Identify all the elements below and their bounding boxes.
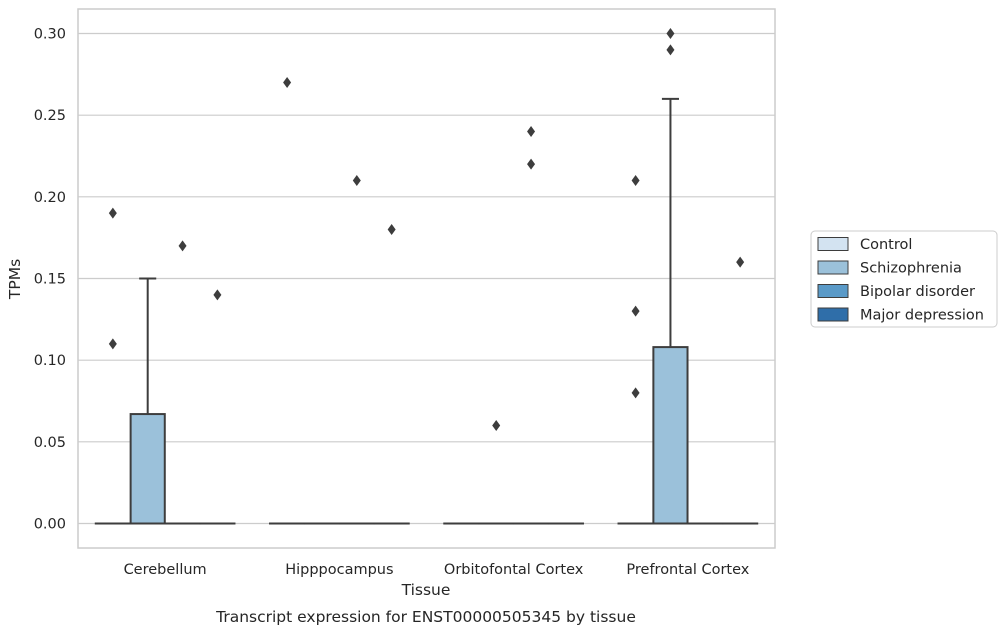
box-3-1 bbox=[652, 28, 689, 525]
plot-frame bbox=[77, 8, 776, 549]
y-axis-ticks: 0.00 0.05 0.10 0.15 0.20 0.25 0.30 bbox=[34, 27, 66, 533]
outlier-point bbox=[631, 305, 640, 317]
legend-frame bbox=[810, 230, 998, 328]
outlier-point bbox=[631, 175, 640, 186]
plot-area-border bbox=[77, 8, 776, 549]
box-body bbox=[652, 346, 689, 525]
y-tick-label: 0.10 bbox=[34, 353, 66, 369]
legend-label: Control bbox=[860, 237, 912, 253]
box-body bbox=[129, 413, 166, 525]
box-0-1 bbox=[129, 277, 166, 525]
chart-caption: Transcript expression for ENST0000050534… bbox=[215, 608, 636, 626]
box-3-0 bbox=[617, 175, 654, 525]
box-0-0 bbox=[94, 207, 131, 525]
outlier-point bbox=[213, 289, 222, 301]
legend-swatch bbox=[817, 260, 849, 275]
legend-item: Major depression bbox=[817, 307, 984, 324]
legend-label: Schizophrenia bbox=[860, 261, 962, 277]
y-tick-label: 0.20 bbox=[34, 190, 66, 206]
y-tick-label: 0.30 bbox=[34, 27, 66, 43]
grid-lines bbox=[78, 32, 775, 525]
box-3-3 bbox=[722, 256, 759, 525]
outlier-point bbox=[108, 338, 117, 350]
box-0-3 bbox=[199, 289, 236, 525]
y-tick-label: 0.00 bbox=[34, 517, 66, 533]
legend-item: Bipolar disorder bbox=[817, 284, 975, 300]
legend: Control Schizophrenia Bipolar disorder Majo… bbox=[810, 230, 998, 328]
outlier-point bbox=[108, 207, 117, 219]
y-tick-label: 0.25 bbox=[34, 108, 66, 124]
legend-item: Schizophrenia bbox=[817, 260, 962, 277]
outlier-point bbox=[666, 44, 675, 56]
legend-swatch bbox=[817, 284, 849, 298]
x-tick-label: Orbitofontal Cortex bbox=[444, 562, 584, 578]
outlier-point bbox=[527, 126, 536, 137]
box-1-0 bbox=[269, 77, 306, 525]
x-axis-ticks: Cerebellum Hipppocampus Orbitofontal Corte… bbox=[124, 562, 750, 578]
legend-swatch bbox=[817, 237, 849, 251]
legend-item: Control bbox=[817, 237, 912, 253]
box-1-3 bbox=[373, 224, 410, 525]
outlier-point bbox=[492, 420, 501, 431]
outlier-point bbox=[631, 387, 640, 399]
x-tick-label: Cerebellum bbox=[124, 562, 207, 578]
legend-label: Bipolar disorder bbox=[860, 284, 975, 300]
outlier-point bbox=[666, 28, 675, 39]
box-series bbox=[94, 28, 759, 525]
x-axis-label: Tissue bbox=[401, 581, 451, 599]
box-0-2 bbox=[164, 240, 201, 525]
x-tick-label: Hipppocampus bbox=[285, 562, 393, 578]
y-tick-label: 0.15 bbox=[34, 272, 66, 288]
outlier-point bbox=[527, 158, 536, 170]
box-2-1 bbox=[478, 420, 515, 525]
box-2-2 bbox=[512, 126, 550, 525]
outlier-point bbox=[387, 224, 396, 235]
outlier-point bbox=[352, 175, 361, 186]
y-tick-label: 0.05 bbox=[34, 435, 66, 451]
x-tick-label: Prefrontal Cortex bbox=[626, 562, 749, 578]
outlier-point bbox=[283, 77, 292, 88]
y-axis-label: TPMs bbox=[6, 259, 24, 300]
outlier-point bbox=[736, 256, 745, 268]
outlier-point bbox=[178, 240, 187, 252]
legend-label: Major depression bbox=[860, 308, 984, 324]
legend-swatch bbox=[817, 307, 849, 322]
box-1-2 bbox=[338, 175, 375, 525]
